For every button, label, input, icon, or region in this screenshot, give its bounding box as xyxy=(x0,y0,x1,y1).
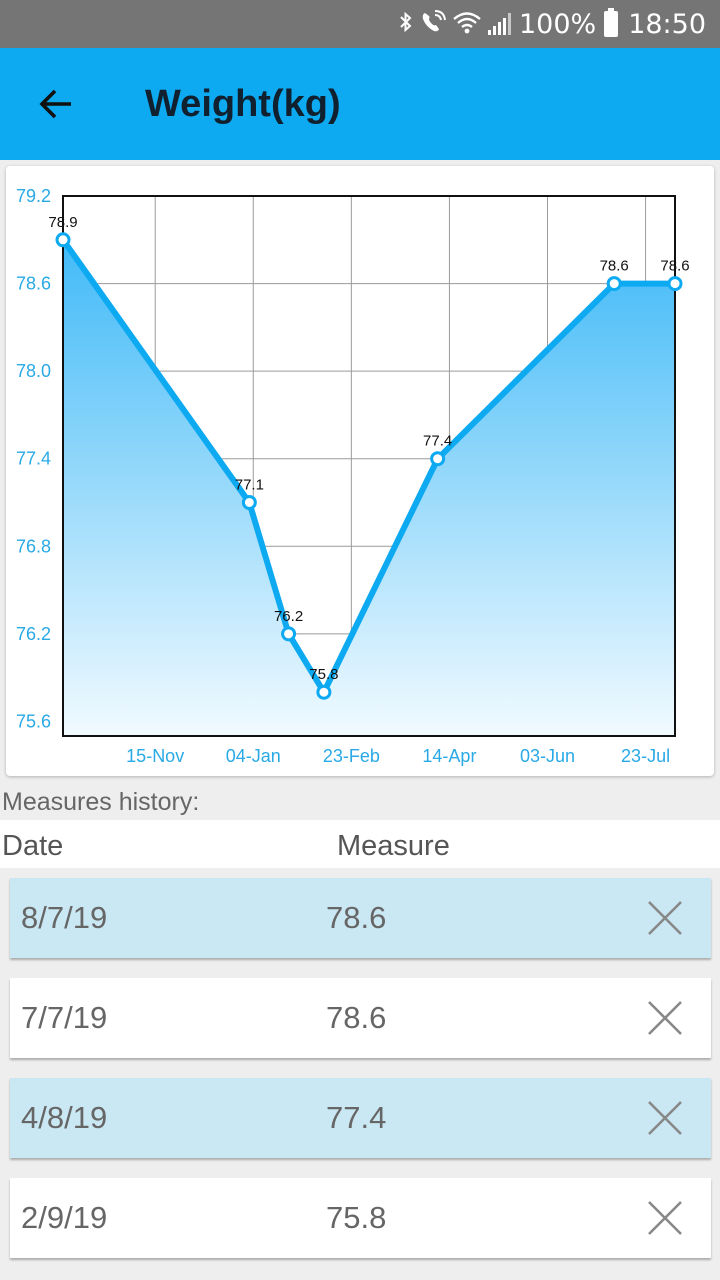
wifi-icon xyxy=(452,10,482,39)
table-row[interactable]: 2/9/19 75.8 xyxy=(10,1178,711,1258)
y-tick-label: 76.8 xyxy=(16,536,51,556)
x-tick-label: 14-Apr xyxy=(422,746,476,766)
y-tick-label: 78.0 xyxy=(16,361,51,381)
x-tick-label: 23-Jul xyxy=(621,746,670,766)
row-measure: 78.6 xyxy=(326,900,387,935)
data-point xyxy=(281,626,297,642)
bluetooth-icon xyxy=(398,10,414,39)
close-icon[interactable] xyxy=(646,1199,684,1237)
row-measure: 77.4 xyxy=(326,1100,387,1135)
data-label: 77.1 xyxy=(235,476,264,493)
data-label: 77.4 xyxy=(423,433,452,450)
clock: 18:50 xyxy=(628,8,706,40)
status-bar: 100% 18:50 xyxy=(0,0,720,48)
data-label: 76.2 xyxy=(274,608,303,625)
row-date: 7/7/19 xyxy=(21,1000,108,1035)
signal-icon xyxy=(486,13,511,35)
table-header: Date Measure xyxy=(0,820,720,868)
row-measure: 75.8 xyxy=(326,1200,387,1235)
close-icon[interactable] xyxy=(646,999,684,1037)
row-measure: 78.6 xyxy=(326,1000,387,1035)
close-icon[interactable] xyxy=(646,1099,684,1137)
data-label: 75.8 xyxy=(309,666,338,683)
row-date: 8/7/19 xyxy=(21,900,108,935)
table-row[interactable]: 4/8/19 77.4 xyxy=(10,1078,711,1158)
data-point xyxy=(667,276,683,292)
row-date: 2/9/19 xyxy=(21,1200,108,1235)
battery-icon xyxy=(604,8,619,37)
data-point xyxy=(606,276,622,292)
y-tick-label: 78.6 xyxy=(16,274,51,294)
y-tick-label: 77.4 xyxy=(16,449,51,469)
data-point xyxy=(316,684,332,700)
data-point xyxy=(241,494,257,510)
close-icon[interactable] xyxy=(646,899,684,937)
page-title: Weight(kg) xyxy=(145,82,341,125)
row-date: 4/8/19 xyxy=(21,1100,108,1135)
arrow-back-icon xyxy=(39,89,71,119)
weight-chart-card: 78.9 77.1 76.2 75.8 77.4 78.6 78.6 75.6 76.2 76.… xyxy=(6,166,714,776)
data-label: 78.9 xyxy=(48,214,77,231)
data-point xyxy=(430,451,446,467)
back-button[interactable] xyxy=(0,48,112,160)
y-tick-label: 76.2 xyxy=(16,624,51,644)
x-tick-label: 15-Nov xyxy=(126,746,184,766)
table-row[interactable]: 8/7/19 78.6 xyxy=(10,878,711,958)
date-column-header: Date xyxy=(2,830,64,862)
weight-area-fill xyxy=(63,239,675,737)
plot-frame xyxy=(62,195,676,737)
x-tick-label: 04-Jan xyxy=(226,746,281,766)
wifi-call-icon xyxy=(420,9,446,39)
battery-percentage: 100% xyxy=(518,8,597,40)
data-point xyxy=(55,232,71,248)
measures-list: 8/7/19 78.6 7/7/19 78.6 4/8/19 77.4 2/9/… xyxy=(10,878,711,1278)
data-label: 78.6 xyxy=(660,258,689,275)
data-label: 78.6 xyxy=(600,258,629,275)
table-row[interactable]: 7/7/19 78.6 xyxy=(10,978,711,1058)
x-tick-label: 23-Feb xyxy=(323,746,380,766)
y-tick-label: 75.6 xyxy=(16,711,51,731)
measure-column-header: Measure xyxy=(337,830,450,862)
weight-chart: 78.9 77.1 76.2 75.8 77.4 78.6 78.6 75.6 76.2 76.… xyxy=(16,186,690,766)
measures-history-label: Measures history: xyxy=(2,788,200,816)
app-bar: Weight(kg) xyxy=(0,48,720,160)
x-tick-label: 03-Jun xyxy=(520,746,575,766)
y-tick-label: 79.2 xyxy=(16,186,51,206)
